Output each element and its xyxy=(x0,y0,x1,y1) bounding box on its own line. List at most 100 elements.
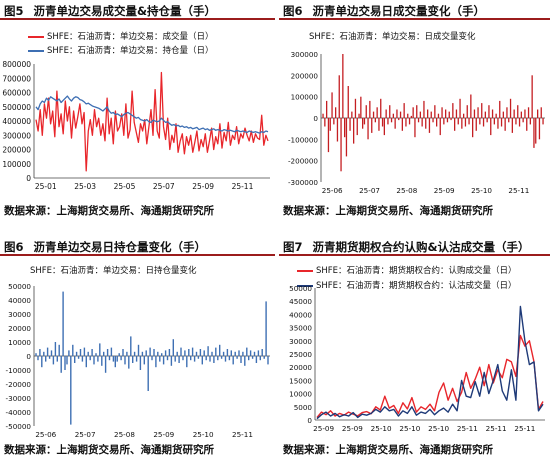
bar xyxy=(137,344,140,356)
bar xyxy=(244,356,246,366)
bar xyxy=(367,118,369,140)
y-tick-label: -40000 xyxy=(6,408,32,417)
bar xyxy=(182,356,184,361)
bar xyxy=(215,347,217,356)
chart-panel-3: 图6 沥青单边交易日持仓量变化（手） SHFE：石油沥青：单边交易：日持仓量变化 … xyxy=(0,236,275,463)
figure-title: 沥青单边交易成交量&持仓量（手） xyxy=(33,4,217,18)
legend-item-daily-oi-change: SHFE：石油沥青：单边交易：日持仓量变化 xyxy=(30,266,197,276)
bar xyxy=(226,349,229,356)
bar xyxy=(75,351,78,356)
bar xyxy=(506,107,508,118)
bar xyxy=(261,349,263,356)
x-tick-label: 25-06 xyxy=(35,430,56,439)
bar xyxy=(340,118,342,172)
bar xyxy=(466,105,468,118)
y-tick-label: 10000 xyxy=(8,338,31,347)
legend-item-put-volume: SHFE：石油沥青：期货期权合约：认沽成交量（日） xyxy=(297,279,517,291)
bar xyxy=(207,346,209,356)
bar xyxy=(242,351,244,356)
x-tick-label: 25-10 xyxy=(193,430,214,439)
bar xyxy=(228,356,231,361)
bar xyxy=(436,118,438,127)
bar xyxy=(477,107,479,118)
bar xyxy=(178,356,180,363)
bar xyxy=(533,118,535,148)
figure-title: 沥青期货期权合约认购&认沽成交量（手） xyxy=(312,240,530,254)
y-tick-label: -10000 xyxy=(6,366,32,375)
bar xyxy=(363,118,366,125)
y-tick-label: 20000 xyxy=(8,324,31,333)
bar xyxy=(104,356,107,373)
bar xyxy=(66,356,68,365)
bar xyxy=(360,96,362,118)
bar xyxy=(401,118,403,131)
x-tick-label: 25-11 xyxy=(486,424,507,433)
bar xyxy=(529,118,531,125)
x-tick-label: 25-10 xyxy=(399,424,420,433)
bar xyxy=(351,111,353,118)
bar xyxy=(425,118,427,129)
bar xyxy=(434,105,436,118)
panel-title-bar: 图5 沥青单边交易成交量&持仓量（手） xyxy=(0,0,275,20)
x-tick-label: 25-11 xyxy=(508,186,529,195)
bar xyxy=(43,351,45,356)
y-tick-label: 200000 xyxy=(2,146,31,155)
bar xyxy=(79,349,82,356)
x-tick-label: 25-05 xyxy=(114,182,136,191)
bar xyxy=(168,349,171,356)
bar xyxy=(141,351,144,356)
bar xyxy=(338,75,340,118)
bar xyxy=(412,107,414,118)
bar xyxy=(157,351,159,356)
x-tick-label: 25-01 xyxy=(35,182,57,191)
bar xyxy=(232,356,234,365)
bar xyxy=(527,107,530,118)
bar xyxy=(238,350,240,356)
bar xyxy=(197,356,200,359)
bar xyxy=(118,353,120,356)
bar xyxy=(62,291,64,356)
bar xyxy=(45,356,47,362)
bar xyxy=(482,118,485,127)
bar xyxy=(441,107,443,118)
bar xyxy=(91,349,93,356)
bar xyxy=(524,109,526,118)
bar xyxy=(162,356,165,365)
bar xyxy=(374,118,376,123)
bar xyxy=(230,350,232,356)
y-tick-label: 700000 xyxy=(2,74,31,83)
bar xyxy=(209,356,211,362)
bar xyxy=(112,356,115,362)
bar xyxy=(176,351,178,356)
bar xyxy=(132,356,134,363)
bar xyxy=(89,356,91,361)
y-tick-label: 30000 xyxy=(289,337,312,346)
bar xyxy=(149,347,151,356)
bar xyxy=(249,350,252,356)
bar xyxy=(240,356,242,363)
legend-item-volume: SHFE：石油沥青：单边交易：成交量（日） xyxy=(28,30,214,42)
bar xyxy=(58,344,60,356)
bar xyxy=(267,356,269,365)
bar xyxy=(224,356,227,362)
y-tick-label: 25000 xyxy=(289,350,312,359)
bar xyxy=(354,98,357,118)
bar xyxy=(139,356,142,370)
figure-title: 沥青单边交易日持仓量变化（手） xyxy=(33,240,207,254)
bar xyxy=(108,356,111,361)
bar xyxy=(365,105,367,118)
bar xyxy=(190,356,192,361)
bar xyxy=(329,118,331,131)
bar xyxy=(174,356,176,362)
bar xyxy=(398,118,400,121)
source-note: 数据来源：上海期货交易所、海通期货研究所 xyxy=(4,444,214,456)
bar xyxy=(362,118,364,129)
bar xyxy=(405,118,407,127)
bar xyxy=(236,356,238,359)
y-tick-label: 300000 xyxy=(2,131,31,140)
bar xyxy=(257,350,260,356)
y-tick-label: 35000 xyxy=(289,324,312,333)
bar xyxy=(333,118,335,125)
y-tick-label: 800000 xyxy=(2,60,31,69)
x-tick-label: 25-08 xyxy=(114,430,135,439)
